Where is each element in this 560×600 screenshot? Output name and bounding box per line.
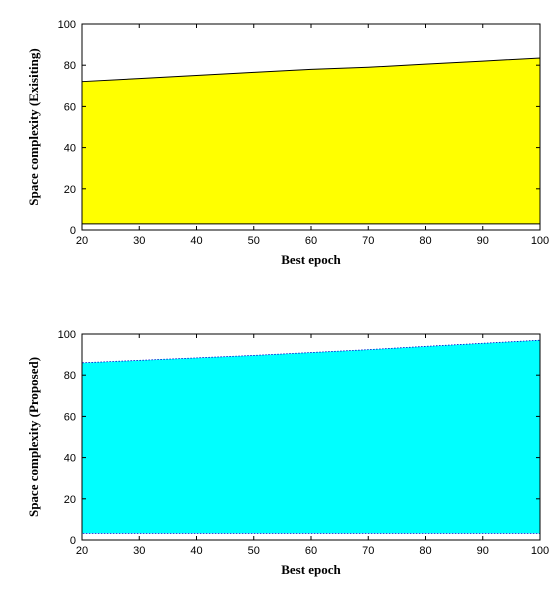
top-chart: 2030405060708090100020406080100Best epoc…	[10, 10, 550, 280]
xtick-label: 100	[531, 235, 549, 247]
xtick-label: 30	[133, 235, 145, 247]
ytick-label: 20	[64, 494, 76, 506]
bottom-panel: 2030405060708090100020406080100Best epoc…	[10, 320, 550, 590]
xtick-label: 60	[305, 545, 317, 557]
figure: 2030405060708090100020406080100Best epoc…	[0, 0, 560, 600]
top-panel: 2030405060708090100020406080100Best epoc…	[10, 10, 550, 280]
xlabel: Best epoch	[281, 252, 341, 267]
bottom-chart: 2030405060708090100020406080100Best epoc…	[10, 320, 550, 590]
ytick-label: 40	[64, 453, 76, 465]
ytick-label: 80	[64, 60, 76, 72]
ytick-label: 100	[58, 19, 76, 31]
xtick-label: 50	[248, 235, 260, 247]
ytick-label: 0	[70, 535, 76, 547]
area-fill	[82, 58, 540, 224]
xtick-label: 40	[190, 235, 202, 247]
xtick-label: 70	[362, 235, 374, 247]
area-fill	[82, 340, 540, 533]
xtick-label: 20	[76, 235, 88, 247]
xtick-label: 70	[362, 545, 374, 557]
ytick-label: 40	[64, 143, 76, 155]
ytick-label: 60	[64, 101, 76, 113]
xtick-label: 80	[419, 545, 431, 557]
ytick-label: 0	[70, 225, 76, 237]
ytick-label: 20	[64, 184, 76, 196]
xtick-label: 40	[190, 545, 202, 557]
xtick-label: 80	[419, 235, 431, 247]
ylabel: Space complexity (Exisiting)	[26, 48, 41, 205]
ylabel: Space complexity (Proposed)	[26, 357, 41, 517]
xtick-label: 100	[531, 545, 549, 557]
xlabel: Best epoch	[281, 562, 341, 577]
ytick-label: 60	[64, 411, 76, 423]
xtick-label: 50	[248, 545, 260, 557]
ytick-label: 80	[64, 370, 76, 382]
xtick-label: 90	[477, 545, 489, 557]
ytick-label: 100	[58, 329, 76, 341]
xtick-label: 20	[76, 545, 88, 557]
xtick-label: 30	[133, 545, 145, 557]
xtick-label: 60	[305, 235, 317, 247]
xtick-label: 90	[477, 235, 489, 247]
